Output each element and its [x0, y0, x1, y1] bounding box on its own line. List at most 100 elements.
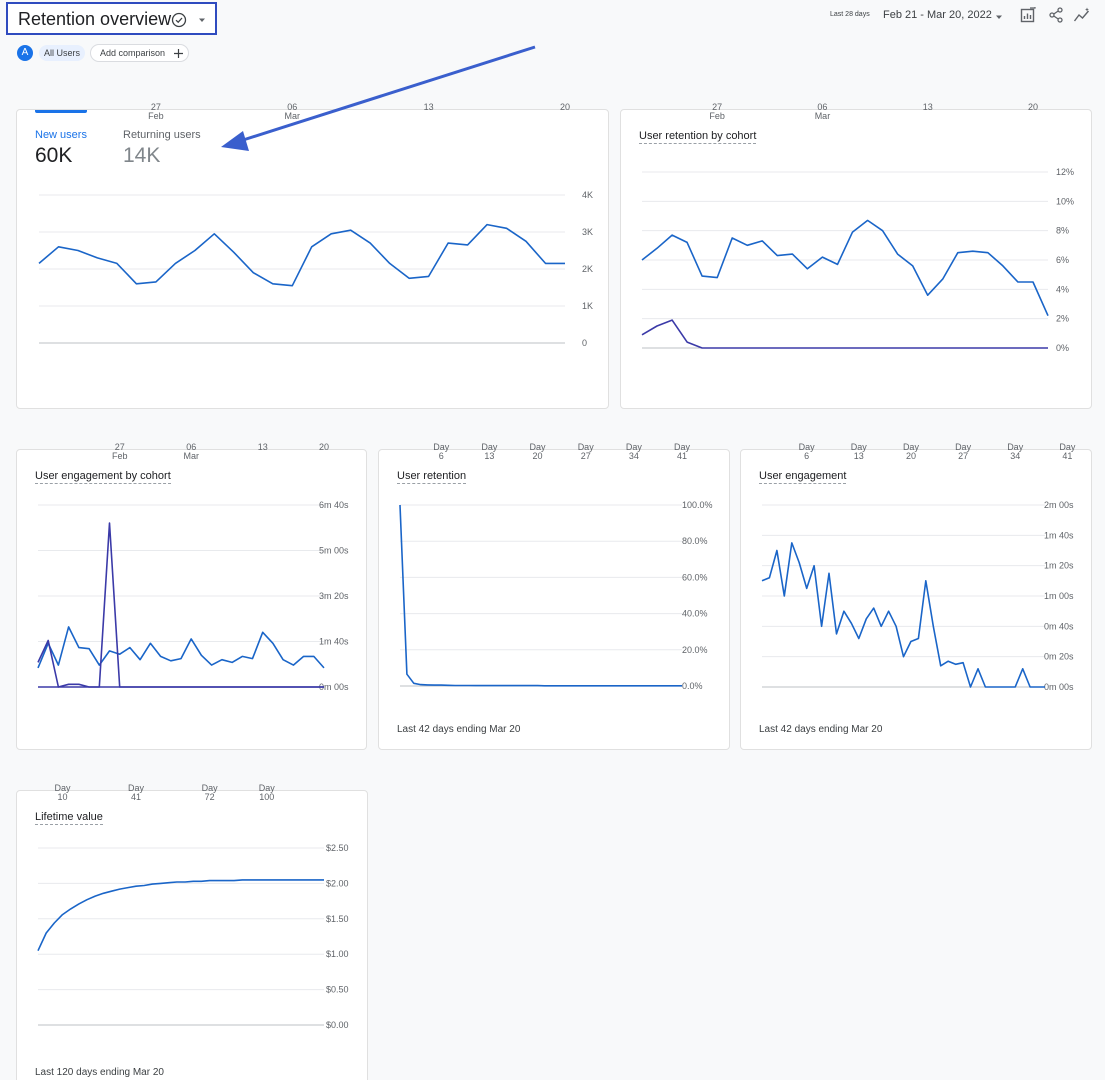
- x-tick-label: 41: [1062, 451, 1072, 461]
- y-tick-label: 80.0%: [682, 536, 708, 546]
- card-subtitle: Last 120 days ending Mar 20: [35, 1067, 164, 1078]
- x-tick-label: Day: [259, 783, 276, 793]
- y-tick-label: 2K: [582, 264, 593, 274]
- segment-avatar: A: [17, 45, 33, 61]
- x-tick-label: 41: [677, 451, 687, 461]
- y-tick-label: 1m 00s: [1044, 591, 1074, 601]
- y-tick-label: 12%: [1056, 167, 1074, 177]
- card-title[interactable]: User retention by cohort: [639, 130, 757, 144]
- add-comparison-label: Add comparison: [100, 48, 166, 58]
- y-tick-label: 5m 00s: [319, 546, 349, 556]
- series-line: [37, 626, 325, 669]
- user-retention-card: User retention 100.0% 80.0% 6 0.0% 40.0% 20.0…: [378, 442, 730, 750]
- y-tick-label: 4%: [1056, 284, 1069, 294]
- all-users-chip[interactable]: A All Users: [17, 44, 86, 62]
- y-tick-label: $0.00: [326, 1020, 349, 1030]
- new-users-value: 60K: [35, 144, 73, 167]
- y-tick-label: $2.00: [326, 878, 349, 888]
- x-tick-label: 13: [923, 102, 933, 112]
- y-tick-label: 2%: [1056, 314, 1069, 324]
- x-tick-label: Day: [202, 783, 219, 793]
- y-tick-label: 3m 20s: [319, 591, 349, 601]
- x-tick-label: Feb: [112, 451, 128, 461]
- x-tick-label: Feb: [148, 111, 164, 121]
- x-tick-label: 27: [581, 451, 591, 461]
- report-title-box[interactable]: Retention overview: [6, 2, 217, 35]
- x-tick-label: Day: [851, 442, 868, 452]
- active-tab-indicator: [35, 110, 87, 113]
- y-tick-label: $1.00: [326, 949, 349, 959]
- x-tick-label: Day: [433, 442, 450, 452]
- lifetime-value-chart: $2.50$2.00$1.50$1.00$0.50$0.00Day10Day41…: [37, 783, 349, 1030]
- y-tick-label: 2m 00s: [1044, 500, 1074, 510]
- x-tick-label: 20: [319, 442, 329, 452]
- series-line: [37, 879, 324, 952]
- insights-icon[interactable]: [1073, 6, 1091, 24]
- y-tick-label: 0m 00s: [319, 682, 349, 692]
- x-tick-label: Feb: [709, 111, 725, 121]
- y-tick-label: 1m 20s: [1044, 561, 1074, 571]
- x-tick-label: 27: [712, 102, 722, 112]
- x-tick-label: 10: [58, 792, 68, 802]
- x-tick-label: Day: [530, 442, 547, 452]
- y-tick-label: 1m 40s: [1044, 530, 1074, 540]
- y-tick-label: 6%: [1056, 255, 1069, 265]
- tab-returning-users[interactable]: Returning users: [123, 129, 201, 141]
- series-line: [399, 504, 682, 687]
- x-tick-label: Day: [1007, 442, 1024, 452]
- tab-new-users[interactable]: New users: [35, 129, 87, 141]
- x-tick-label: 13: [854, 451, 864, 461]
- x-tick-label: Day: [481, 442, 498, 452]
- x-tick-label: Day: [903, 442, 920, 452]
- users-overview-card: New users 60K Returning users 14K 4K 3K 2K…: [16, 102, 609, 409]
- x-tick-label: 13: [424, 102, 434, 112]
- y-tick-label: 40.0%: [682, 609, 708, 619]
- x-tick-label: 72: [205, 792, 215, 802]
- y-tick-label: 0%: [1056, 343, 1069, 353]
- share-icon[interactable]: [1047, 6, 1065, 24]
- card-title[interactable]: User retention: [397, 470, 467, 484]
- y-tick-label: 6m 40s: [319, 500, 349, 510]
- series-line: [761, 542, 1045, 688]
- date-range-selector[interactable]: Last 28 days Feb 21 - Mar 20, 2022: [830, 4, 1010, 28]
- x-tick-label: 6: [439, 451, 444, 461]
- chevron-down-icon[interactable]: [195, 13, 209, 27]
- card-title[interactable]: User engagement: [759, 470, 847, 484]
- y-tick-label: 100.0%: [682, 500, 713, 510]
- x-tick-label: 6: [804, 451, 809, 461]
- add-comparison-button[interactable]: Add comparison: [90, 44, 189, 62]
- card-title[interactable]: Lifetime value: [35, 811, 103, 825]
- y-tick-label: 4K: [582, 190, 593, 200]
- y-tick-label: 0m 40s: [1044, 621, 1074, 631]
- y-tick-label: 1K: [582, 301, 593, 311]
- x-tick-label: Day: [799, 442, 816, 452]
- x-tick-label: 06: [186, 442, 196, 452]
- x-tick-label: Day: [626, 442, 643, 452]
- x-tick-label: Day: [674, 442, 691, 452]
- series-line: [38, 223, 565, 287]
- returning-users-value: 14K: [123, 144, 161, 167]
- retention-by-cohort-card: User retention by cohort 12% 10% 8% 6% 4% 2% 0…: [620, 102, 1092, 409]
- x-tick-label: Day: [128, 783, 145, 793]
- x-tick-label: 100: [259, 792, 274, 802]
- card-title[interactable]: User engagement by cohort: [35, 470, 171, 484]
- user-retention-chart: 100.0%80.0%60.0%40.0%20.0%0.0%Day6Day13D…: [399, 442, 713, 691]
- x-tick-label: Mar: [815, 111, 831, 121]
- x-tick-label: 34: [629, 451, 639, 461]
- y-tick-label: 20.0%: [682, 645, 708, 655]
- x-tick-label: Day: [1059, 442, 1076, 452]
- x-tick-label: 13: [258, 442, 268, 452]
- x-tick-label: 34: [1010, 451, 1020, 461]
- x-tick-label: 27: [958, 451, 968, 461]
- customize-report-icon[interactable]: [1019, 6, 1037, 24]
- check-circle-icon[interactable]: [171, 12, 187, 28]
- card-subtitle: Last 42 days ending Mar 20: [397, 724, 521, 735]
- engagement-by-cohort-card: User engagement by cohort 6m 40s 5m 00s 3m…: [16, 442, 367, 750]
- x-tick-label: 06: [817, 102, 827, 112]
- segment-label: All Users: [39, 45, 86, 61]
- y-tick-label: 0.0%: [682, 681, 703, 691]
- y-tick-label: $1.50: [326, 914, 349, 924]
